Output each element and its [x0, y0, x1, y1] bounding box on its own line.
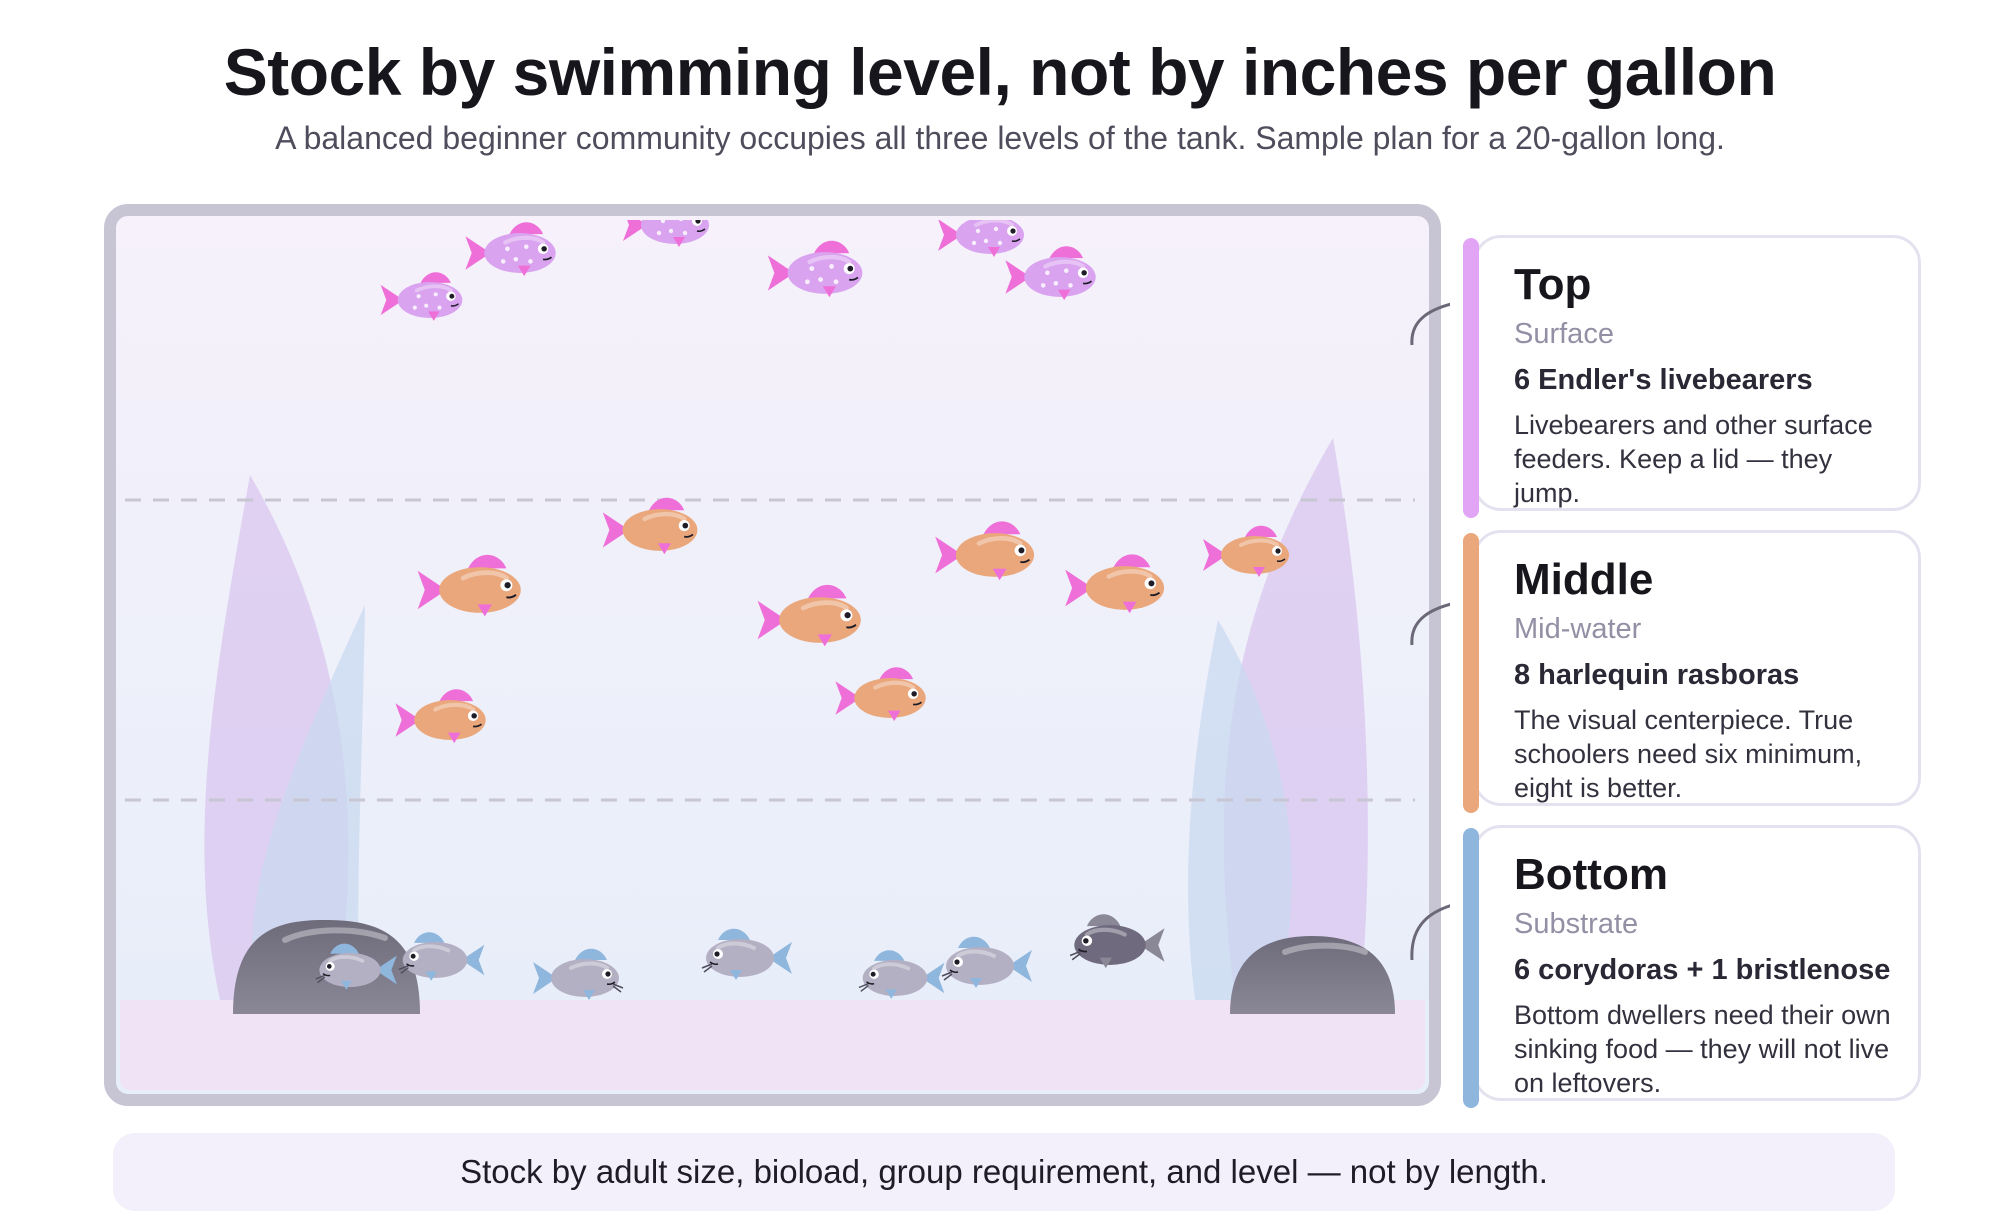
connector-top: [1410, 302, 1450, 346]
level-zone: Substrate: [1514, 908, 1639, 940]
tank-water: [110, 210, 1435, 1100]
rasbora-fish: [602, 497, 698, 555]
level-zone: Mid-water: [1514, 613, 1642, 645]
level-species: 8 harlequin rasboras: [1514, 659, 1800, 691]
endler-fish: [938, 220, 1024, 257]
page-title: Stock by swimming level, not by inches p…: [223, 35, 1777, 109]
level-bar-top: [1463, 238, 1479, 518]
endler-fish: [623, 220, 709, 247]
level-title: Bottom: [1514, 850, 1668, 899]
bristlenose-fish: [1069, 914, 1165, 969]
level-card-top: Top Surface 6 Endler's livebearers Liveb…: [1463, 235, 1921, 518]
rasbora-fish: [835, 667, 926, 722]
corydoras-fish: [941, 936, 1032, 988]
level-species: 6 corydoras + 1 bristlenose: [1514, 954, 1891, 986]
corydoras-fish: [398, 932, 485, 981]
level-description: Bottom dwellers need their own sinking f…: [1514, 1000, 1891, 1098]
level-description: Livebearers and other surface feeders. K…: [1514, 410, 1873, 508]
tank-frame: [104, 204, 1441, 1106]
rock-right: [1230, 936, 1395, 1014]
endler-fish: [380, 272, 463, 321]
plant-left-short: [251, 605, 365, 1000]
corydoras-fish: [858, 950, 945, 999]
level-description: The visual centerpiece. True schoolers n…: [1514, 705, 1863, 803]
rasbora-fish: [1065, 554, 1165, 614]
rasbora-fish: [1203, 525, 1289, 577]
substrate: [120, 1000, 1425, 1090]
level-card-middle: Middle Mid-water 8 harlequin rasboras Th…: [1463, 530, 1921, 813]
endler-fish: [767, 240, 863, 298]
rasbora-fish: [417, 554, 521, 617]
rasbora-fish: [757, 584, 861, 647]
level-species: 6 Endler's livebearers: [1514, 364, 1813, 396]
footer-callout: Stock by adult size, bioload, group requ…: [113, 1133, 1895, 1211]
corydoras-fish: [701, 928, 792, 980]
endler-fish: [465, 222, 556, 277]
page-subtitle: A balanced beginner community occupies a…: [275, 120, 1725, 156]
rock-left-highlight: [282, 927, 388, 943]
connector-bottom: [1410, 904, 1450, 961]
level-zone: Surface: [1514, 318, 1614, 350]
footer-note: Stock by adult size, bioload, group requ…: [460, 1153, 1548, 1190]
endler-fish: [1005, 246, 1096, 301]
corydoras-fish: [315, 943, 397, 990]
level-bar-middle: [1463, 533, 1479, 813]
level-card-bottom: Bottom Substrate 6 corydoras + 1 bristle…: [1463, 825, 1921, 1108]
aquarium-diagram: [104, 204, 1450, 1106]
rasbora-fish: [935, 521, 1035, 581]
level-bar-bottom: [1463, 828, 1479, 1108]
level-title: Middle: [1514, 555, 1654, 604]
rasbora-fish: [395, 689, 486, 744]
corydoras-fish: [533, 948, 624, 1000]
connector-middle: [1410, 602, 1450, 646]
plant-right-short: [1188, 620, 1292, 1000]
rock-right-highlight: [1282, 942, 1368, 955]
level-title: Top: [1514, 260, 1592, 309]
